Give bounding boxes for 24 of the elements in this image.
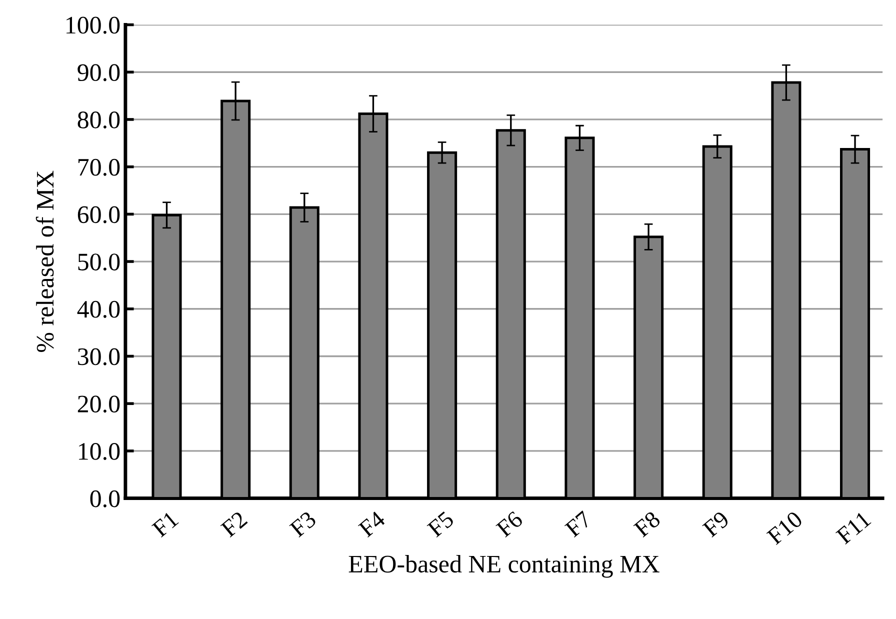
y-tick-label: 10.0	[79, 442, 120, 460]
x-tick-label: F4	[358, 510, 386, 538]
x-tick-label: F1	[151, 510, 179, 538]
x-tick-label: F9	[702, 510, 730, 538]
y-tick-label: 70.0	[78, 158, 120, 176]
y-tick-label: 60.0	[78, 206, 120, 224]
x-tick-label: F5	[426, 510, 455, 538]
x-tick-label: F2	[220, 510, 248, 538]
y-tick-label: 20.0	[78, 396, 120, 413]
x-tick-label: F10	[766, 510, 804, 546]
x-axis-title: EEO-based NE containing MX	[348, 554, 660, 578]
y-tick-label: 100.0	[66, 16, 120, 34]
x-tick-label: F7	[564, 510, 592, 538]
y-tick-label: 80.0	[78, 112, 120, 128]
x-tick-label: F3	[288, 510, 318, 538]
y-tick-label: 0.0	[90, 490, 120, 508]
y-tick-label: 40.0	[77, 300, 120, 318]
y-tick-label: 30.0	[78, 348, 120, 366]
y-axis-title: % released of MX	[36, 170, 54, 352]
x-tick-label: F6	[495, 510, 524, 538]
x-tick-label: F11	[835, 510, 872, 545]
x-tick-label: F8	[633, 510, 662, 538]
y-tick-label: 90.0	[78, 64, 120, 82]
y-tick-label: 50.0	[78, 254, 120, 271]
